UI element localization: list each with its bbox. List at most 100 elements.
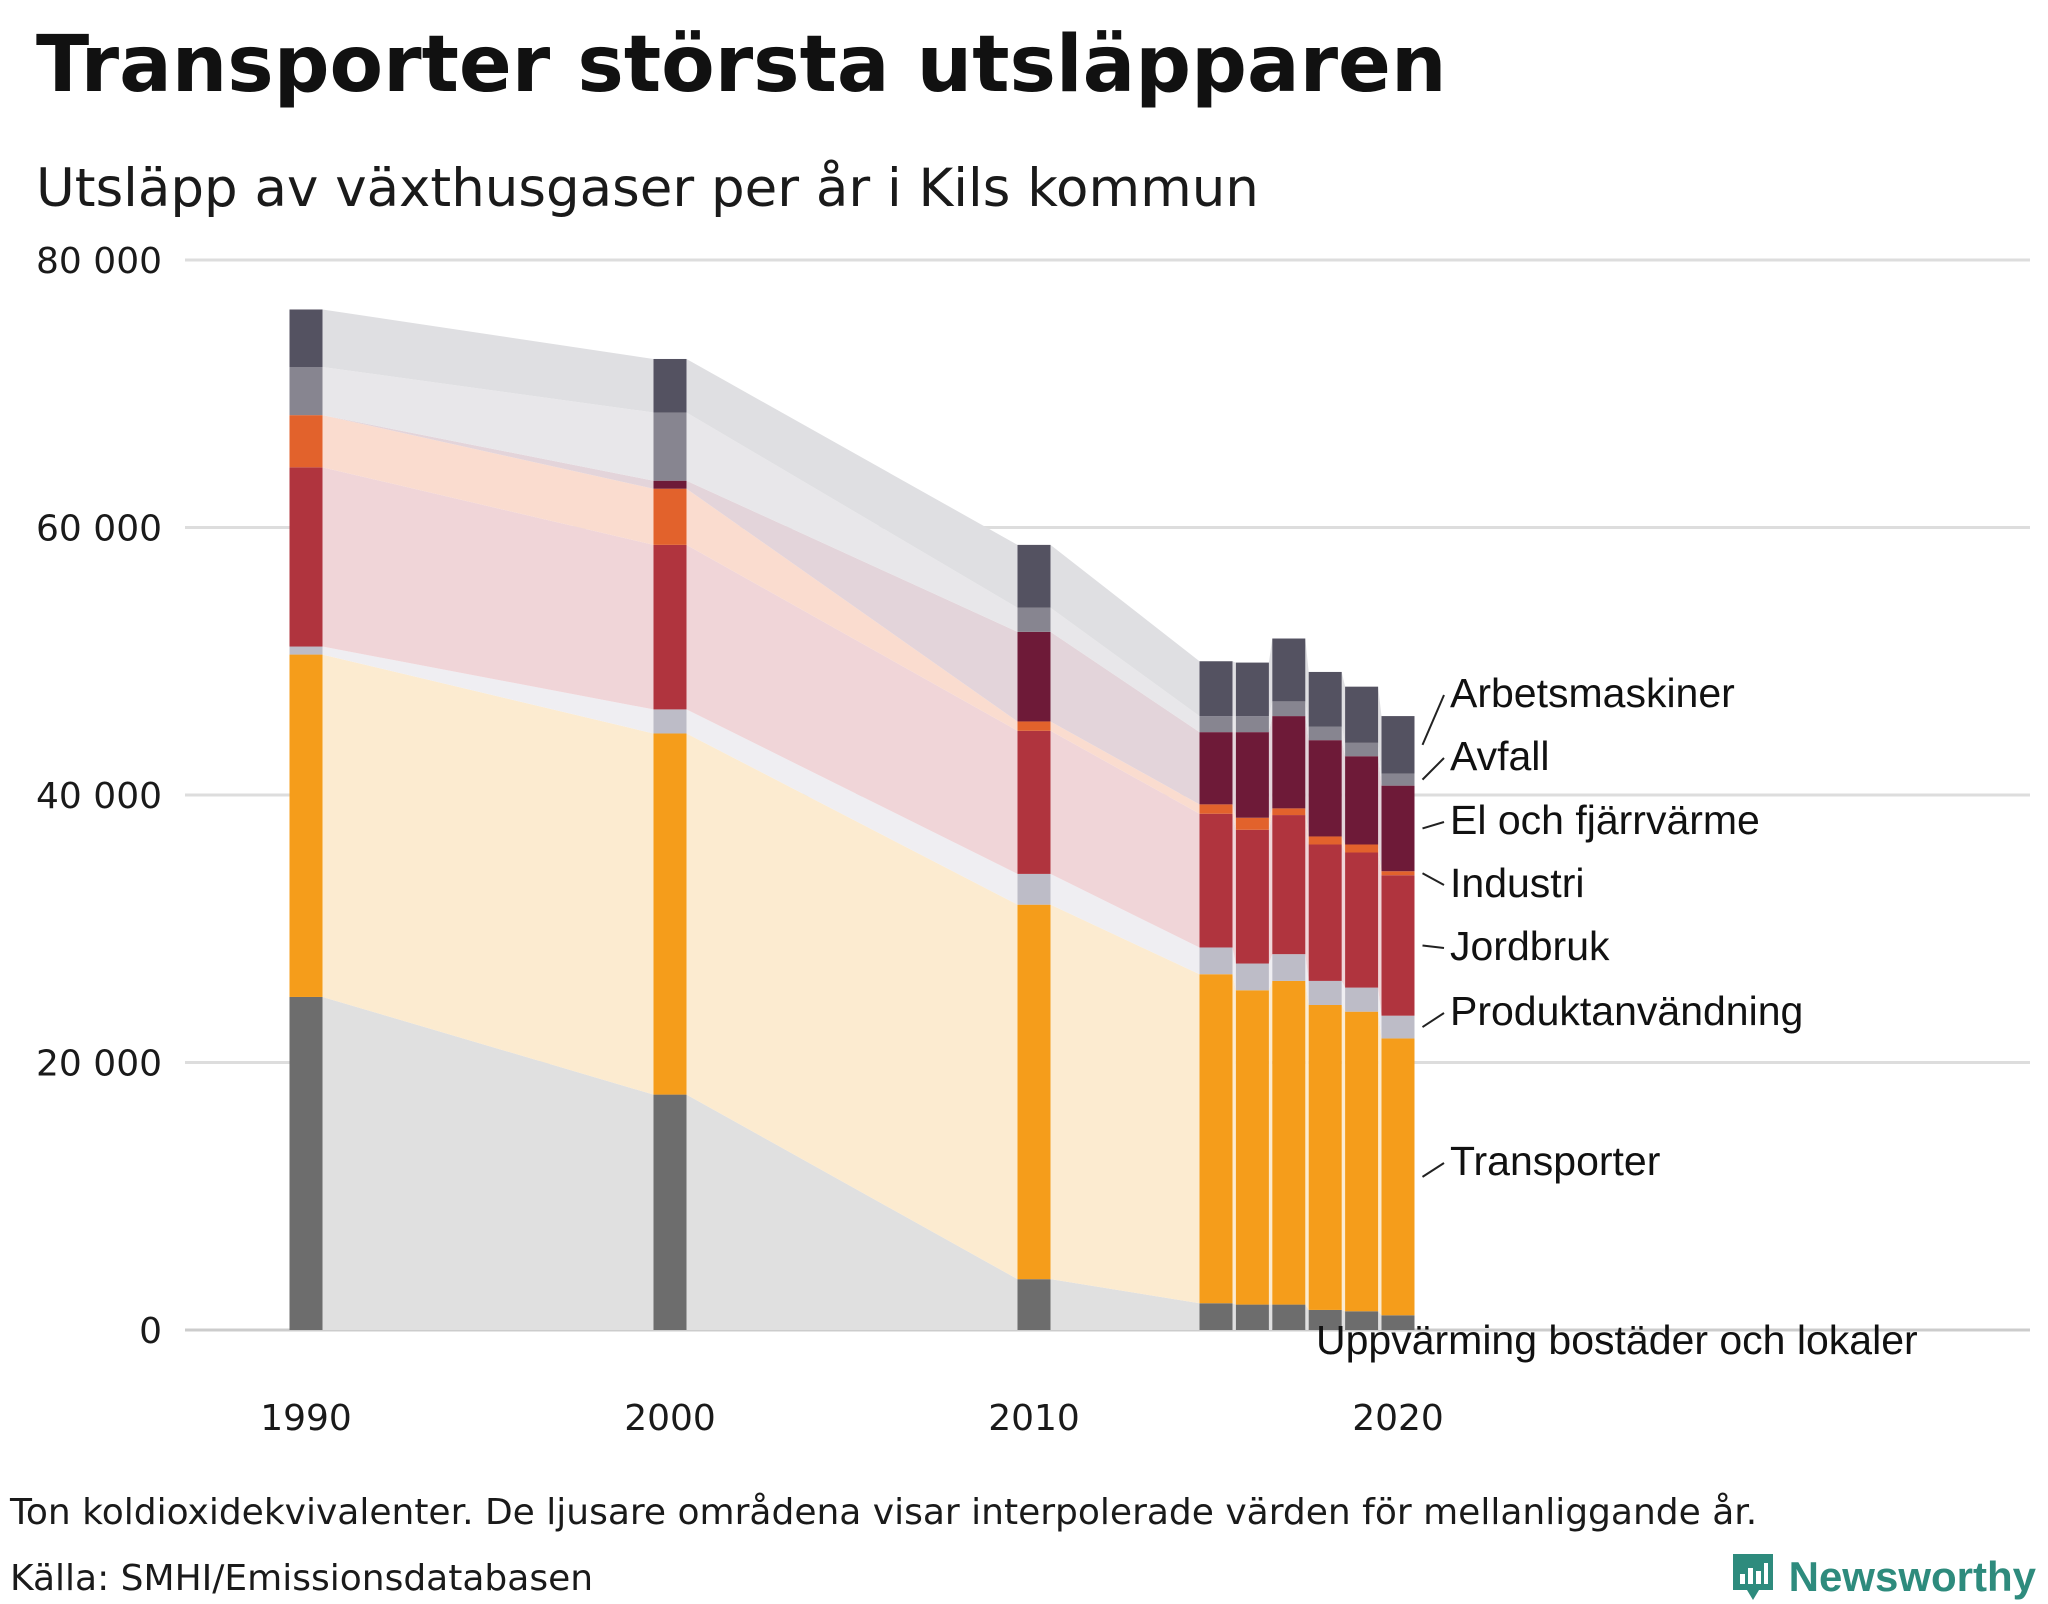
bar-segment [1017,1279,1051,1330]
label-leader-line [1422,872,1445,886]
interpolated-area [1232,716,1236,733]
interpolated-area [1268,954,1273,991]
bar-segment [1272,808,1306,816]
bar-segment [1272,701,1306,717]
bar-segment [1272,1304,1306,1330]
interpolated-area [686,480,1018,722]
bar-segment [1381,871,1415,876]
interpolated-area [322,467,654,710]
interpolated-area [1232,974,1236,1305]
bar-segment [653,1094,687,1330]
bar-segment [1199,974,1233,1304]
interpolated-area [1268,638,1273,717]
interpolated-area [1341,980,1346,1012]
interpolated-area [686,733,1018,1280]
x-tick-label: 2020 [1352,1398,1444,1439]
interpolated-area [1378,742,1382,786]
bar-segment [1235,716,1269,733]
bar-segment [289,467,323,647]
interpolated-area [1378,987,1382,1039]
bar-segment [1272,815,1306,955]
bar-segment [1308,1004,1342,1310]
interpolated-area [1378,756,1382,872]
bar-segment [1235,732,1269,818]
bar-segment [1308,726,1342,741]
bar-segment [289,415,323,468]
bar-segment [289,646,323,655]
interpolated-area [1268,808,1273,830]
interpolated-area [686,488,1018,731]
interpolated-area [1268,716,1273,818]
interpolated-area [1305,701,1309,741]
bar-segment [1308,980,1342,1005]
x-tick-label: 2010 [988,1398,1080,1439]
bar-segment [289,367,323,416]
interpolated-area [1305,815,1309,981]
interpolated-area [322,654,654,1095]
interpolated-area [1305,980,1309,1310]
bar-segment [653,488,687,545]
interpolated-area [1341,1004,1346,1312]
bar-segment [1308,844,1342,981]
bar-segment [1345,1011,1379,1312]
bar-segment [289,309,323,367]
series-label: Avfall [1450,733,1550,779]
interpolated-area [1341,1309,1346,1330]
bar-segment [1017,631,1051,722]
bar-segment [1308,740,1342,837]
bar-segment [1381,773,1415,786]
interpolated-area [1378,852,1382,1016]
newsworthy-logo-icon [1732,1554,1773,1600]
bar-segment [1199,804,1233,814]
interpolated-area [322,415,654,545]
interpolated-area [1341,671,1346,743]
bar-segment [653,412,687,481]
x-axis-tick-labels: 1990 2000 2010 2020 [260,1398,1444,1439]
x-tick-label: 1990 [260,1398,352,1439]
interpolated-area [1305,1304,1309,1330]
page-title: Transporter största utsläpparen [36,20,1447,110]
bar-segment [1272,638,1306,702]
bar-segment [1381,875,1415,1016]
bar-segment [1272,954,1306,981]
bar-segment [1272,980,1306,1305]
label-leader-line [1421,1012,1445,1028]
bar-segment [1345,686,1379,743]
bar-segment [653,544,687,710]
series-labels: Uppvärming bostäder och lokaler Transport… [1316,670,1918,1363]
bar-segment [1235,990,1269,1305]
interpolated-area [1268,1304,1273,1330]
interpolated-area [1378,1311,1382,1330]
x-tick-label: 2000 [624,1398,716,1439]
interpolated-area [1305,638,1309,727]
bar-segment [1235,829,1269,964]
bar-segment [1272,716,1306,809]
series-label: Jordbruk [1450,923,1610,969]
interpolated-area [1268,980,1273,1305]
bar-segment [1235,662,1269,717]
bar-segment [1345,987,1379,1012]
interpolated-area [1305,716,1309,837]
bar-segment [1199,661,1233,717]
interpolated-area [322,996,654,1330]
bar-segment [1345,1311,1379,1330]
interpolated-area [322,646,654,734]
series-label: El och fjärrvärme [1450,797,1760,843]
y-tick-label: 60 000 [36,509,162,550]
interpolated-area [1050,607,1200,733]
bar-segment [1308,836,1342,845]
interpolated-area [1232,661,1236,717]
bar-segment [1235,817,1269,830]
bar-segment [1199,947,1233,975]
bar-segment [653,709,687,734]
bar-segment [1199,813,1233,948]
interpolated-area [686,358,1018,608]
interpolated-area [1341,836,1346,853]
interpolated-area [686,412,1018,632]
bar-segment [1017,544,1051,608]
interpolated-area [1050,904,1200,1304]
bar-segment [1381,785,1415,872]
interpolated-area [1305,954,1309,1005]
y-tick-label: 0 [139,1311,162,1352]
bar-segment [1308,1309,1342,1330]
